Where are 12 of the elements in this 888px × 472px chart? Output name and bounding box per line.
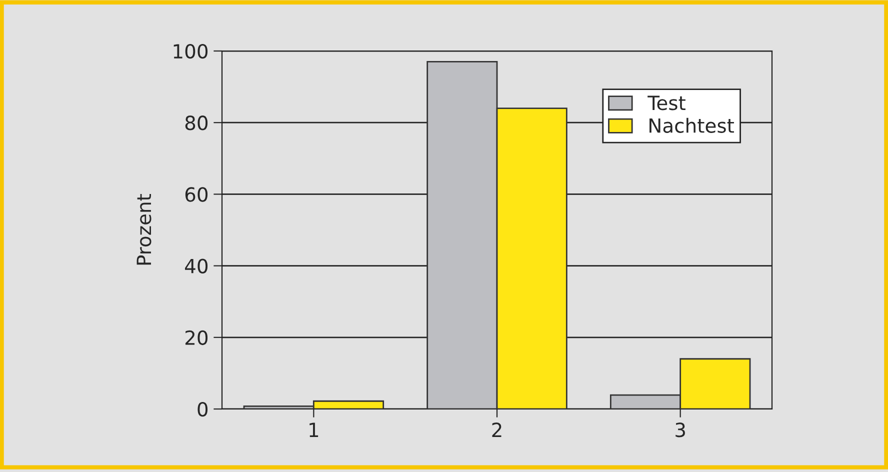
- x-tick-label: 1: [310, 422, 318, 437]
- legend-label: Nachtest: [650, 118, 734, 133]
- legend-label: Test: [648, 96, 686, 110]
- y-tick-label: 0: [198, 402, 208, 417]
- y-tick-label: 100: [174, 44, 208, 59]
- y-tick-label: 40: [185, 258, 208, 274]
- y-tick-label: 80: [185, 116, 208, 130]
- x-tick-label: 2: [492, 422, 502, 437]
- y-tick-label: 60: [185, 187, 208, 202]
- y-axis-title: Prozent: [136, 194, 152, 265]
- x-tick-label: 3: [676, 422, 685, 438]
- y-tick-label: 20: [185, 330, 208, 346]
